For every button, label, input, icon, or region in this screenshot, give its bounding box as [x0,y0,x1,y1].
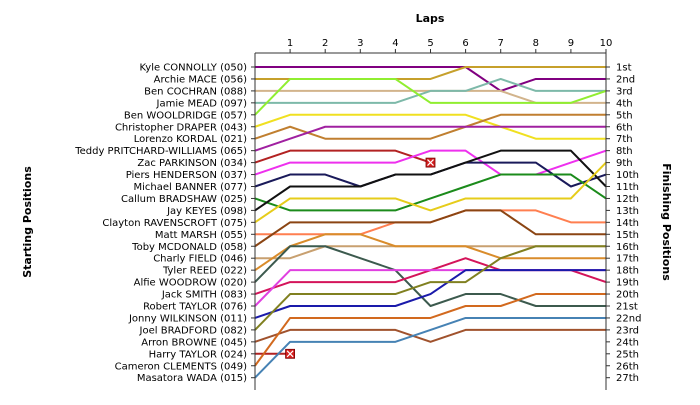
driver-line [254,257,607,295]
driver-start-label: Lorenzo KORDAL (021) [134,134,247,145]
lap-ticks: 1 2 3 4 5 6 7 8 9 10 [287,38,612,53]
lap-tick-label: 8 [533,38,539,49]
finish-labels: 1st2nd3rd4th5th6th7th8th9th10th11th12th1… [606,63,641,384]
driver-line [254,245,606,307]
lap-tick-label: 2 [322,38,328,49]
driver-line [255,66,606,92]
finish-position-label: 10th [616,170,639,181]
driver-start-label: Zac PARKINSON (034) [137,158,247,169]
finish-position-label: 20th [616,290,639,301]
driver-start-label: Teddy PRITCHARD-WILLIAMS (065) [74,146,247,157]
driver-start-label: Toby MCDONALD (058) [131,242,247,253]
driver-start-label: Jamie MEAD (097) [156,98,248,109]
finish-position-label: 1st [616,63,632,74]
driver-start-label: Michael BANNER (077) [134,182,248,193]
finish-position-label: 12th [616,194,639,205]
finish-position-label: 2nd [616,74,635,85]
finish-position-label: 8th [616,146,633,157]
retire-markers [285,157,436,359]
series-lines [254,66,607,379]
driver-start-label: Cameron CLEMENTS (049) [115,361,247,372]
driver-start-label: Kyle CONNOLLY (050) [139,63,247,74]
driver-start-label: Robert TAYLOR (076) [143,302,247,313]
driver-start-label: Harry TAYLOR (024) [149,349,247,360]
finish-position-label: 13th [616,206,639,217]
driver-start-label: Matt MARSH (055) [155,230,247,241]
retired-marker-icon [425,157,436,168]
finish-position-label: 5th [616,110,633,121]
driver-start-label: Jack SMITH (083) [161,290,247,301]
driver-line [254,113,606,140]
driver-start-label: Alfie WOODROW (020) [134,278,247,289]
driver-start-label: Tyler REED (022) [162,266,247,277]
finish-position-label: 23rd [616,325,639,336]
finish-position-label: 16th [616,242,639,253]
finish-position-label: 21st [616,302,638,313]
driver-line [254,77,607,116]
finish-position-label: 9th [616,158,633,169]
driver-start-label: Piers HENDERSON (037) [126,170,247,181]
driver-line [254,293,606,367]
driver-start-label: Ben WOOLDRIDGE (057) [124,110,247,121]
driver-line [254,125,606,152]
lap-tick-label: 7 [498,38,504,49]
driver-line [254,149,431,164]
finish-position-label: 17th [616,254,639,265]
finish-position-label: 24th [616,337,639,348]
driver-start-label: Arron BROWNE (045) [141,337,247,348]
driver-start-label: Charly FIELD (046) [153,254,247,265]
finish-position-label: 15th [616,230,639,241]
lap-tick-label: 3 [357,38,363,49]
finish-position-label: 4th [616,98,633,109]
driver-line [255,89,606,104]
finish-position-label: 27th [616,373,639,384]
finish-position-label: 26th [616,361,639,372]
finish-position-label: 25th [616,349,639,360]
driver-start-label: Joel BRADFORD (082) [139,325,248,336]
driver-line [254,149,607,212]
driver-line [255,66,606,80]
driver-line [254,316,606,379]
driver-line [254,269,606,307]
driver-line [254,269,606,319]
finish-position-label: 3rd [616,86,633,97]
finish-position-label: 19th [616,278,639,289]
driver-start-label: Jonny WILKINSON (011) [128,313,247,324]
retired-marker-icon [285,348,296,359]
lap-tick-label: 6 [462,38,468,49]
driver-start-label: Masatora WADA (015) [137,373,247,384]
driver-start-label: Jay KEYES (098) [166,206,247,217]
driver-line [255,245,606,260]
driver-line [254,245,606,331]
driver-line [255,77,606,104]
y-axis-title-right: Finishing Positions [660,163,673,281]
lap-tick-label: 10 [600,38,613,49]
lap-tick-label: 1 [287,38,293,49]
finish-position-label: 18th [616,266,639,277]
driver-line [254,161,607,224]
finish-position-label: 14th [616,218,639,229]
lap-tick-label: 5 [427,38,433,49]
driver-line [254,209,606,248]
driver-start-label: Christopher DRAPER (043) [115,122,247,133]
y-axis-title-left: Starting Positions [21,166,34,278]
driver-line [254,328,606,343]
driver-line [254,173,607,212]
finish-position-label: 11th [616,182,639,193]
x-axis-title: Laps [416,12,445,25]
driver-labels: Kyle CONNOLLY (050)Archie MACE (056)Ben … [74,63,255,384]
finish-position-label: 6th [616,122,633,133]
driver-line [254,113,606,140]
driver-line [254,233,606,271]
driver-start-label: Archie MACE (056) [154,74,247,85]
lap-tick-label: 4 [392,38,398,49]
finish-position-label: 7th [616,134,633,145]
finish-position-label: 22nd [616,313,641,324]
driver-start-label: Clayton RAVENSCROFT (075) [102,218,247,229]
lap-tick-label: 9 [568,38,574,49]
driver-start-label: Ben COCHRAN (088) [144,86,247,97]
driver-start-label: Callum BRADSHAW (025) [121,194,247,205]
